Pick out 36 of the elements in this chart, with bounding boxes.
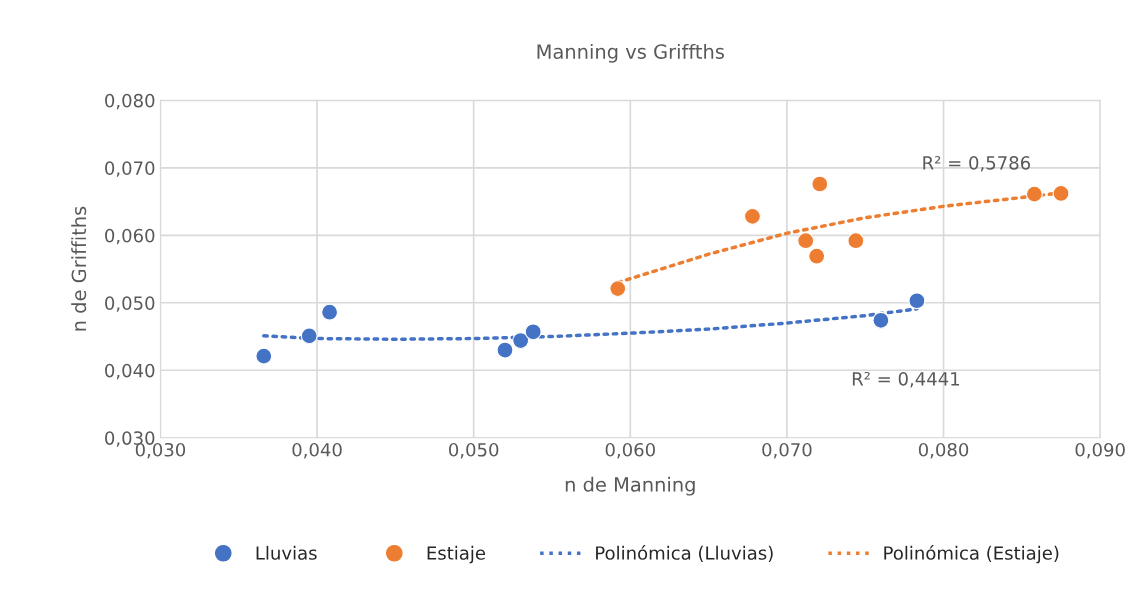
point	[743, 207, 761, 225]
x-tick-label: 0,080	[918, 442, 969, 459]
point	[255, 347, 273, 365]
legend-label: Estiaje	[427, 545, 486, 564]
x-tick-label: 0,090	[1075, 442, 1125, 459]
point	[1025, 185, 1043, 203]
point	[908, 292, 926, 310]
annotation: R² = 0,5786	[923, 156, 1031, 172]
legend-label: Polinómica (Estiaje)	[884, 545, 1059, 564]
annotation: R² = 0,4441	[852, 371, 960, 388]
x-tick-label: 0,040	[292, 442, 342, 459]
x-axis-title: n de Manning	[565, 476, 695, 496]
y-tick-label: 0,060	[105, 228, 155, 245]
point	[300, 327, 318, 345]
point	[1052, 184, 1070, 202]
point	[808, 247, 826, 265]
point	[797, 232, 815, 250]
point	[847, 232, 865, 250]
x-tick-label: 0,070	[762, 442, 812, 459]
legend-label: Lluvias	[256, 545, 317, 560]
x-tick-label: 0,050	[449, 442, 499, 459]
point	[524, 323, 542, 341]
y-tick-label: 0,070	[105, 161, 155, 177]
chart-title: Manning vs Griffths	[537, 43, 725, 63]
x-tick-label: 0,060	[605, 442, 655, 459]
y-tick-label: 0,040	[105, 363, 155, 380]
point	[872, 311, 890, 329]
point	[512, 332, 530, 350]
y-axis-title: n de Griffiths	[71, 206, 87, 331]
point	[496, 341, 514, 359]
y-tick-label: 0,080	[105, 93, 155, 110]
point	[811, 175, 829, 193]
legend-label: Polinómica (Lluvias)	[596, 545, 773, 562]
y-tick-label: 0,050	[105, 296, 155, 312]
point	[609, 280, 627, 298]
point	[321, 303, 339, 321]
